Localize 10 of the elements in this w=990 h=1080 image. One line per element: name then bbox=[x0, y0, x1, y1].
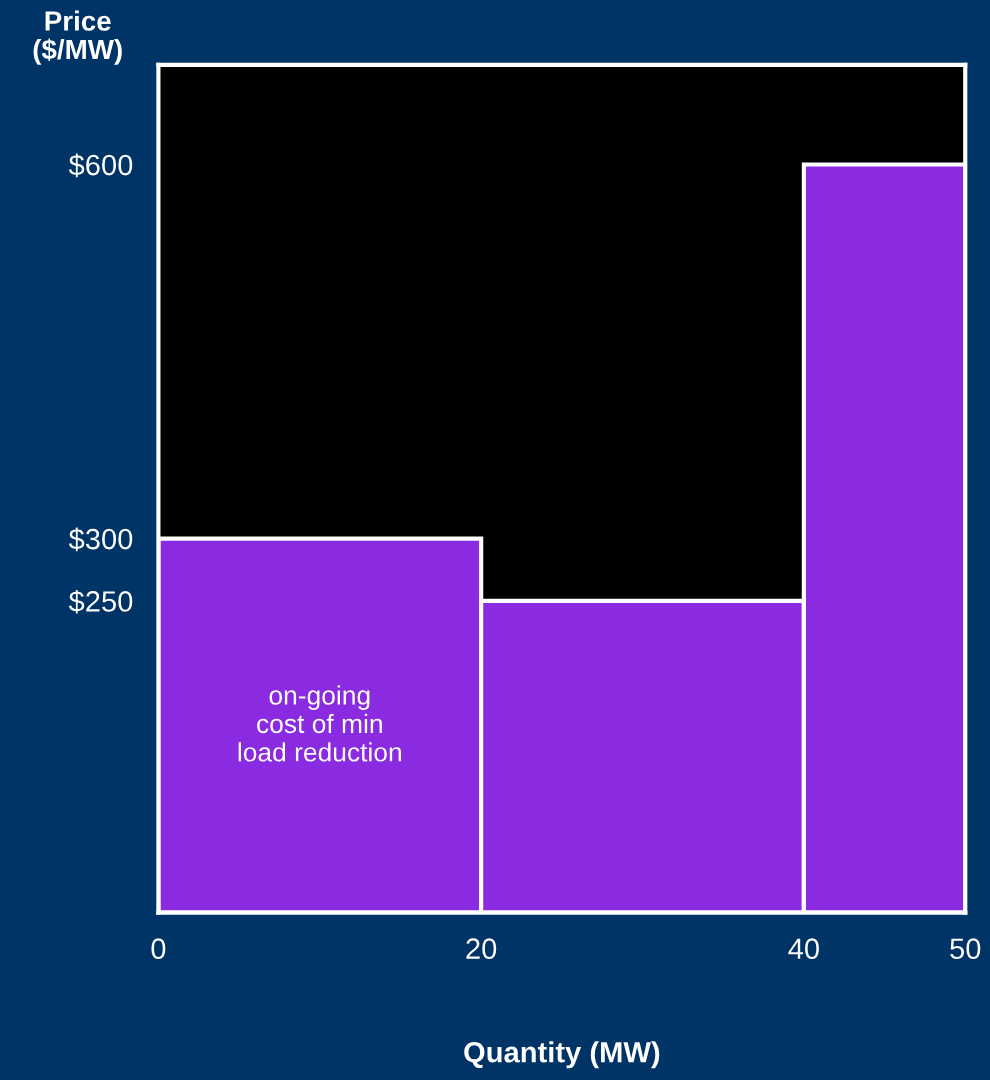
x-tick-label: 40 bbox=[788, 938, 819, 960]
y-tick-label: $250 bbox=[68, 589, 133, 614]
x-tick-label: 0 bbox=[151, 938, 166, 960]
x-axis-title: Quantity (MW) bbox=[464, 1041, 660, 1069]
annotation: on-going cost of min load reduction bbox=[238, 685, 401, 762]
x-tick-label: 20 bbox=[466, 938, 497, 960]
y-tick-label: $300 bbox=[68, 527, 133, 552]
y-tick-label: $600 bbox=[68, 153, 133, 178]
x-tick-label: 50 bbox=[950, 938, 981, 960]
y-axis-title: Price ($/MW) bbox=[33, 10, 122, 65]
